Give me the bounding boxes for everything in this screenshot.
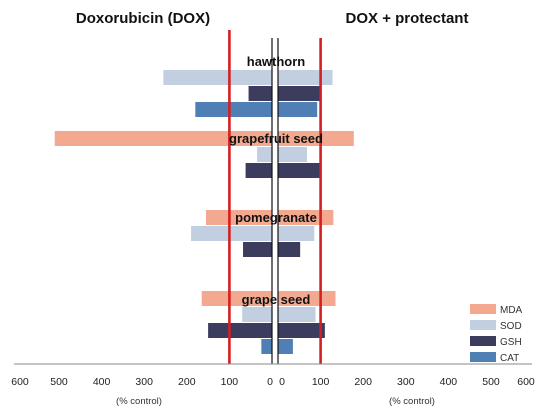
bar-right-pomegranate-gsh: [278, 242, 301, 257]
legend: MDA SOD GSH CAT: [470, 304, 523, 364]
x-axis-label-left: (% control): [116, 396, 162, 407]
bar-left-grapefruit-seed-mda: [54, 131, 272, 146]
bar-left-hawthorn-gsh: [248, 86, 272, 101]
x-tick-label: 100: [221, 376, 239, 388]
bar-right-grapefruit-seed-gsh: [278, 163, 322, 178]
x-tick-label: 200: [354, 376, 372, 388]
legend-swatch-cat: [470, 352, 496, 362]
bar-right-grapefruit-seed-sod: [278, 147, 307, 162]
x-tick-label: 600: [517, 376, 535, 388]
bar-right-grape-seed-sod: [278, 307, 316, 322]
bar-right-pomegranate-sod: [278, 226, 315, 241]
legend-swatch-sod: [470, 320, 496, 330]
x-tick-label: 100: [312, 376, 330, 388]
bar-left-hawthorn-cat: [195, 102, 272, 117]
legend-label-sod: SOD: [500, 321, 522, 332]
group-label-grape-seed: grape seed: [242, 292, 311, 307]
x-tick-label: 600: [11, 376, 29, 388]
bar-left-grape-seed-sod: [242, 307, 272, 322]
x-tick-label: 400: [93, 376, 111, 388]
bar-left-grapefruit-seed-sod: [257, 147, 272, 162]
labels-layer: Doxorubicin (DOX) DOX + protectant hawthor…: [76, 10, 469, 307]
bar-right-grape-seed-cat: [278, 339, 293, 354]
group-label-pomegranate: pomegranate: [235, 210, 317, 225]
legend-label-cat: CAT: [500, 353, 519, 364]
panel-title-left: Doxorubicin (DOX): [76, 10, 210, 27]
x-tick-label: 0: [267, 376, 273, 388]
bar-right-hawthorn-cat: [278, 102, 318, 117]
bar-left-grape-seed-gsh: [208, 323, 272, 338]
bar-right-grapefruit-seed-mda: [278, 131, 354, 146]
x-tick-label: 300: [397, 376, 415, 388]
x-axis-label-right: (% control): [389, 396, 435, 407]
bar-left-hawthorn-sod: [163, 70, 272, 85]
bar-right-hawthorn-gsh: [278, 86, 322, 101]
bar-left-grapefruit-seed-gsh: [245, 163, 272, 178]
bar-left-pomegranate-gsh: [243, 242, 272, 257]
x-tick-label: 500: [482, 376, 500, 388]
bar-right-grape-seed-gsh: [278, 323, 325, 338]
x-tick-label: 500: [50, 376, 68, 388]
legend-label-gsh: GSH: [500, 337, 522, 348]
bar-left-grape-seed-mda: [201, 291, 272, 306]
axes-layer: 600 500 400 300 200 100 0 0 100 200 300 400 500 600 (%…: [11, 38, 535, 407]
group-label-hawthorn: hawthorn: [247, 54, 306, 69]
bar-right-hawthorn-sod: [278, 70, 333, 85]
legend-swatch-gsh: [470, 336, 496, 346]
bars-layer: [54, 70, 354, 354]
x-tick-label: 0: [279, 376, 285, 388]
bar-left-pomegranate-sod: [191, 226, 272, 241]
legend-swatch-mda: [470, 304, 496, 314]
group-label-grapefruit-seed: grapefruit seed: [229, 131, 323, 146]
x-tick-label: 200: [178, 376, 196, 388]
x-tick-label: 400: [440, 376, 458, 388]
legend-label-mda: MDA: [500, 305, 523, 316]
reference-lines-layer: [228, 30, 322, 364]
x-tick-label: 300: [135, 376, 153, 388]
bar-left-grape-seed-cat: [261, 339, 272, 354]
panel-title-right: DOX + protectant: [346, 10, 469, 27]
bar-left-pomegranate-mda: [205, 210, 272, 225]
